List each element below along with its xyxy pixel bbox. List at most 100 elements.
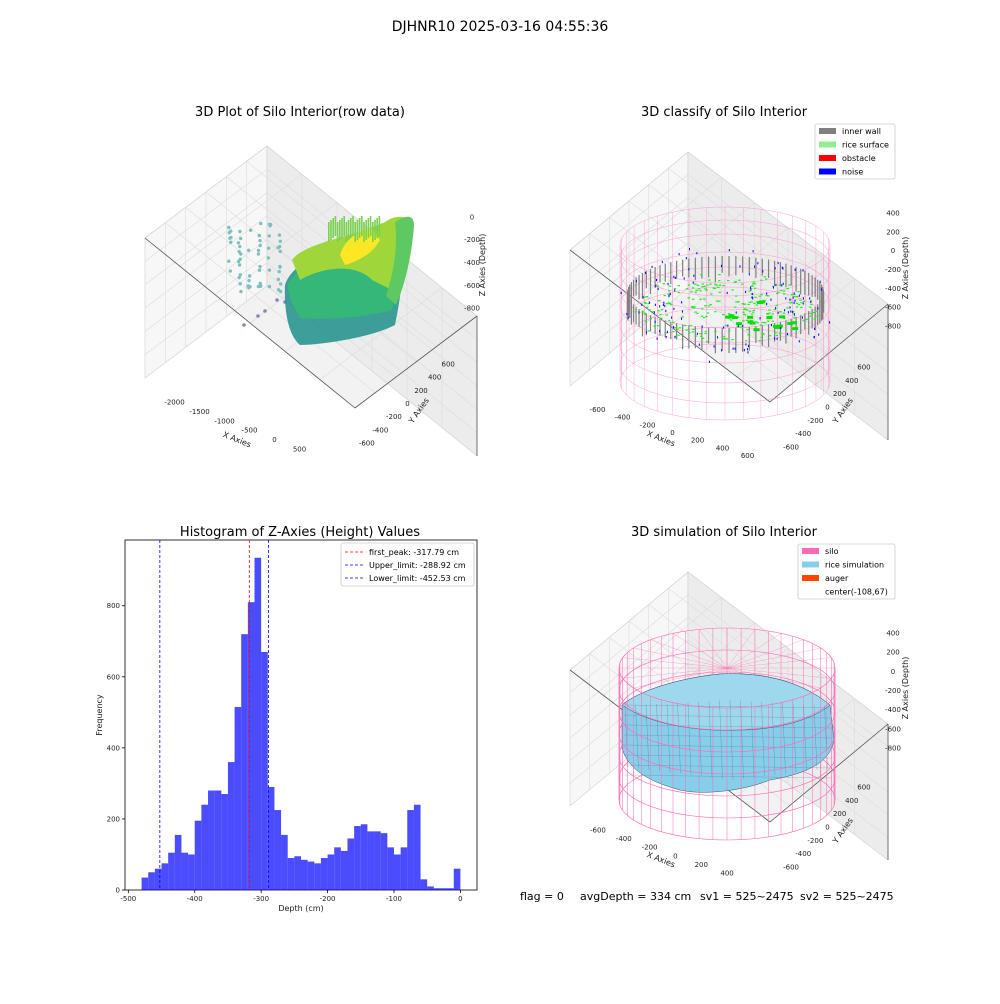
noise-point xyxy=(674,336,676,339)
noise-point xyxy=(659,305,661,308)
rice-surface-point xyxy=(775,304,778,306)
histogram-bar xyxy=(154,868,162,890)
silo-top-spoke xyxy=(726,667,832,679)
noise-point xyxy=(748,273,750,276)
noise-point xyxy=(792,310,794,314)
rice-surface-point xyxy=(700,315,704,317)
inner-wall-point xyxy=(638,308,640,327)
panel4-title: 3D simulation of Silo Interior xyxy=(631,525,818,540)
rice-surface-point xyxy=(718,291,721,293)
inner-wall-point xyxy=(627,289,629,313)
inner-wall-point xyxy=(822,289,824,313)
histogram-bar xyxy=(194,820,202,890)
rice-surface-point xyxy=(681,316,684,318)
scatter-column xyxy=(369,216,372,236)
rice-surface-point xyxy=(709,283,712,285)
noise-point xyxy=(793,292,795,295)
rice-surface-point xyxy=(743,308,746,311)
histogram-bar xyxy=(234,707,242,890)
noise-point xyxy=(638,311,640,314)
rice-surface-point xyxy=(795,302,799,305)
y-tick-label: 400 xyxy=(107,744,120,752)
panel4-legend: silo rice simulation auger center(-108,67) xyxy=(797,543,896,600)
noise-point xyxy=(666,330,668,333)
noise-point xyxy=(747,351,749,354)
y-tick-label: 800 xyxy=(107,602,120,610)
noise-point xyxy=(794,299,796,302)
legend-swatch xyxy=(802,561,819,568)
histogram-bar xyxy=(281,834,288,890)
panel4-x-tick: 0 xyxy=(673,852,677,860)
noise-point xyxy=(663,301,665,304)
noise-point xyxy=(662,303,664,306)
noise-point xyxy=(651,265,653,269)
panel1-points xyxy=(227,216,414,345)
rice-surface-point xyxy=(734,306,737,308)
noise-point xyxy=(681,317,683,320)
rice-surface-point xyxy=(743,303,747,305)
panel4-z-tick: 400 xyxy=(886,630,899,638)
inner-wall-point xyxy=(779,321,782,341)
rice-surface-point xyxy=(752,311,755,313)
noise-point xyxy=(721,349,723,352)
scatter-column xyxy=(334,216,337,236)
noise-point xyxy=(723,326,725,329)
rice-surface-cluster xyxy=(757,301,764,305)
noise-point xyxy=(668,294,670,298)
rice-surface-point xyxy=(656,285,659,287)
rice-surface-point xyxy=(793,293,796,296)
rice-surface-point xyxy=(700,274,703,276)
panel4-z-tick: -600 xyxy=(885,725,901,733)
noise-point xyxy=(664,304,666,307)
panel2-zlabel: Z Axies (Depth) xyxy=(901,237,910,300)
rice-surface-point xyxy=(659,313,662,316)
inner-wall-point xyxy=(632,304,635,323)
y-tick-label: 200 xyxy=(107,815,120,823)
rice-surface-point xyxy=(663,294,666,297)
inner-wall-point xyxy=(820,284,823,306)
scatter-point xyxy=(267,268,272,272)
noise-point xyxy=(626,312,628,316)
status-sv1: sv1 = 525~2475 xyxy=(700,890,794,903)
rice-surface-point xyxy=(816,315,819,317)
rice-surface-point xyxy=(789,302,792,304)
scatter-point xyxy=(258,264,262,269)
rice-surface-cluster xyxy=(779,315,786,319)
rice-surface-point xyxy=(691,331,695,333)
legend-label: rice surface xyxy=(842,141,889,150)
noise-point xyxy=(737,324,739,327)
dense-cloud-wall xyxy=(386,216,414,305)
noise-point xyxy=(794,268,796,271)
noise-point xyxy=(746,348,748,351)
scatter-column xyxy=(330,220,332,240)
inner-wall-point xyxy=(808,311,810,335)
rice-surface-point xyxy=(675,336,678,338)
noise-point xyxy=(762,270,764,273)
legend-label: first_peak: -317.79 cm xyxy=(369,548,459,557)
scatter-point xyxy=(237,275,241,280)
inner-wall-point xyxy=(819,282,821,304)
scatter-column xyxy=(356,220,359,240)
noise-point xyxy=(745,290,747,294)
rice-surface-point xyxy=(738,279,741,281)
scatter-column xyxy=(378,216,381,236)
inner-wall-point xyxy=(721,327,723,351)
panel1-x-tick: 0 xyxy=(272,436,276,444)
inner-wall-point xyxy=(735,256,737,276)
rice-surface-point xyxy=(747,303,750,306)
rice-surface-point xyxy=(760,279,763,281)
suptitle: DJHNR10 2025-03-16 04:55:36 xyxy=(392,19,609,35)
noise-point xyxy=(688,268,690,271)
panel4-y-tick: 600 xyxy=(857,784,870,792)
panel3-histogram: -500 -400 -300 -200 -100 0 0 200 400 600 800 Dept… xyxy=(95,539,478,913)
surface-mesh-line xyxy=(656,704,660,771)
rice-surface-point xyxy=(656,325,660,327)
scatter-point xyxy=(238,244,242,249)
scatter-column xyxy=(347,220,350,240)
rice-surface-point xyxy=(792,313,796,315)
noise-point xyxy=(693,274,695,277)
scatter-column xyxy=(345,222,348,242)
inner-wall-point xyxy=(714,256,716,283)
